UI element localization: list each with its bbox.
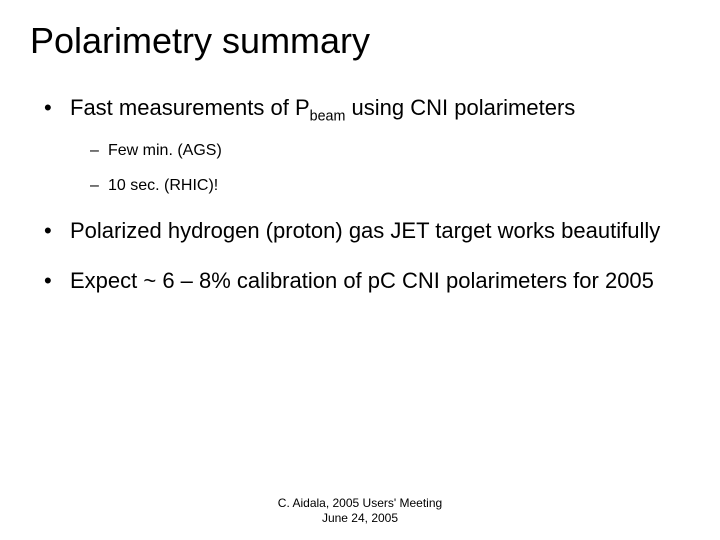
bullet-1-text-pre: Fast measurements of P	[70, 95, 310, 120]
bullet-list: Fast measurements of Pbeam using CNI pol…	[44, 86, 690, 303]
footer-line-2: June 24, 2005	[0, 511, 720, 526]
bullet-1: Fast measurements of Pbeam using CNI pol…	[44, 86, 690, 203]
bullet-1-sublist: Few min. (AGS) 10 sec. (RHIC)!	[90, 133, 690, 203]
bullet-1-text-post: using CNI polarimeters	[345, 95, 575, 120]
slide-title: Polarimetry summary	[30, 20, 690, 62]
footer-line-1: C. Aidala, 2005 Users' Meeting	[0, 496, 720, 511]
bullet-1-sub-2: 10 sec. (RHIC)!	[90, 168, 690, 203]
bullet-1-subscript: beam	[310, 108, 346, 124]
slide: Polarimetry summary Fast measurements of…	[0, 0, 720, 540]
slide-footer: C. Aidala, 2005 Users' Meeting June 24, …	[0, 496, 720, 526]
bullet-1-sub-1: Few min. (AGS)	[90, 133, 690, 168]
bullet-2: Polarized hydrogen (proton) gas JET targ…	[44, 209, 690, 253]
bullet-3: Expect ~ 6 – 8% calibration of pC CNI po…	[44, 259, 690, 303]
